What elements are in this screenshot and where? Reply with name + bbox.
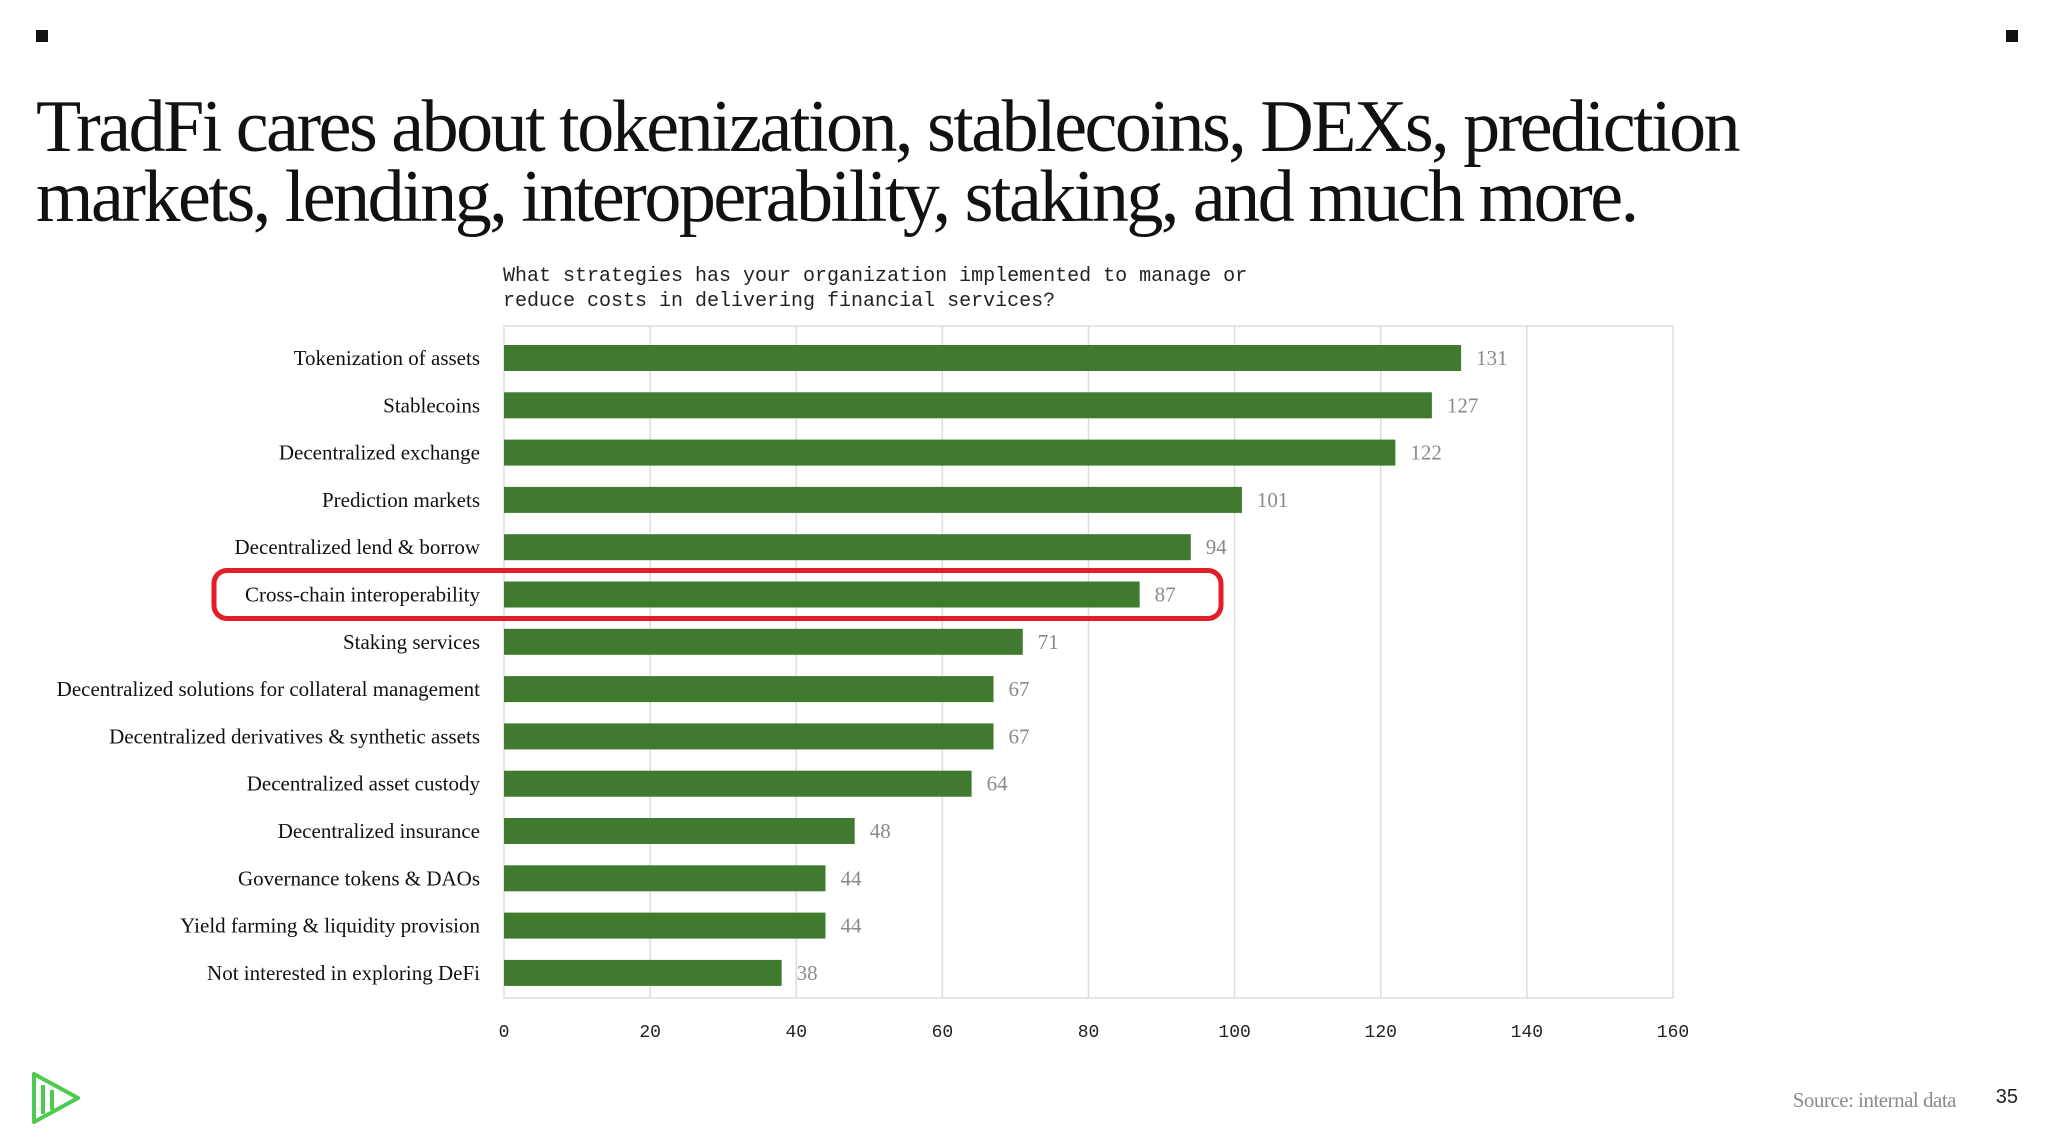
data-label: 44 (840, 914, 862, 938)
x-tick-label: 80 (1078, 1023, 1100, 1043)
category-label: Decentralized exchange (279, 441, 480, 465)
category-label: Decentralized insurance (278, 819, 480, 843)
category-label: Decentralized derivatives & synthetic as… (109, 724, 480, 748)
bar (504, 392, 1432, 419)
data-label: 48 (870, 819, 891, 843)
bar (504, 959, 782, 986)
category-label: Yield farming & liquidity provision (180, 914, 480, 938)
x-tick-label: 160 (1657, 1023, 1689, 1043)
bar (504, 912, 826, 939)
x-tick-label: 0 (499, 1023, 510, 1043)
brand-logo-icon (32, 1072, 80, 1124)
bar (504, 534, 1191, 561)
data-label: 127 (1447, 393, 1479, 417)
x-tick-label: 60 (932, 1023, 954, 1043)
bar (504, 486, 1242, 513)
x-tick-label: 100 (1218, 1023, 1250, 1043)
category-label: Tokenization of assets (294, 346, 480, 370)
data-label: 67 (1009, 677, 1030, 701)
data-label: 122 (1410, 441, 1442, 465)
category-label: Stablecoins (383, 393, 480, 417)
x-tick-label: 40 (785, 1023, 807, 1043)
category-label: Governance tokens & DAOs (238, 866, 480, 890)
category-label: Prediction markets (322, 488, 480, 512)
data-label: 64 (987, 772, 1009, 796)
category-label: Decentralized lend & borrow (235, 535, 481, 559)
bar (504, 676, 994, 703)
category-label: Decentralized asset custody (247, 772, 481, 796)
bar (504, 770, 972, 797)
data-label: 71 (1038, 630, 1059, 654)
category-label: Not interested in exploring DeFi (207, 961, 480, 985)
data-label: 38 (797, 961, 818, 985)
source-note: Source: internal data (1792, 1088, 1957, 1112)
x-tick-label: 120 (1365, 1023, 1397, 1043)
bar (504, 581, 1140, 608)
corner-mark-left (36, 30, 48, 42)
highlight-box (211, 568, 1224, 621)
category-label: Decentralized solutions for collateral m… (57, 677, 480, 701)
bar (504, 723, 994, 750)
data-label: 101 (1257, 488, 1289, 512)
bar (504, 865, 826, 892)
bar (504, 628, 1023, 655)
data-label: 94 (1206, 535, 1228, 559)
page-number: 35 (1995, 1086, 2018, 1108)
data-label: 44 (840, 866, 862, 890)
category-label: Staking services (343, 630, 480, 654)
data-label: 131 (1476, 346, 1508, 370)
x-tick-label: 140 (1511, 1023, 1543, 1043)
bar (504, 818, 855, 844)
data-label: 87 (1155, 583, 1176, 607)
slide-headline: TradFi cares about tokenization, stablec… (36, 86, 1741, 238)
corner-mark-right (2006, 30, 2018, 42)
bar (504, 439, 1396, 466)
data-label: 67 (1009, 724, 1030, 748)
bar (504, 345, 1462, 371)
chart-title: What strategies has your organization im… (503, 265, 1248, 313)
category-label: Cross-chain interoperability (245, 583, 481, 607)
x-tick-label: 20 (639, 1023, 661, 1043)
